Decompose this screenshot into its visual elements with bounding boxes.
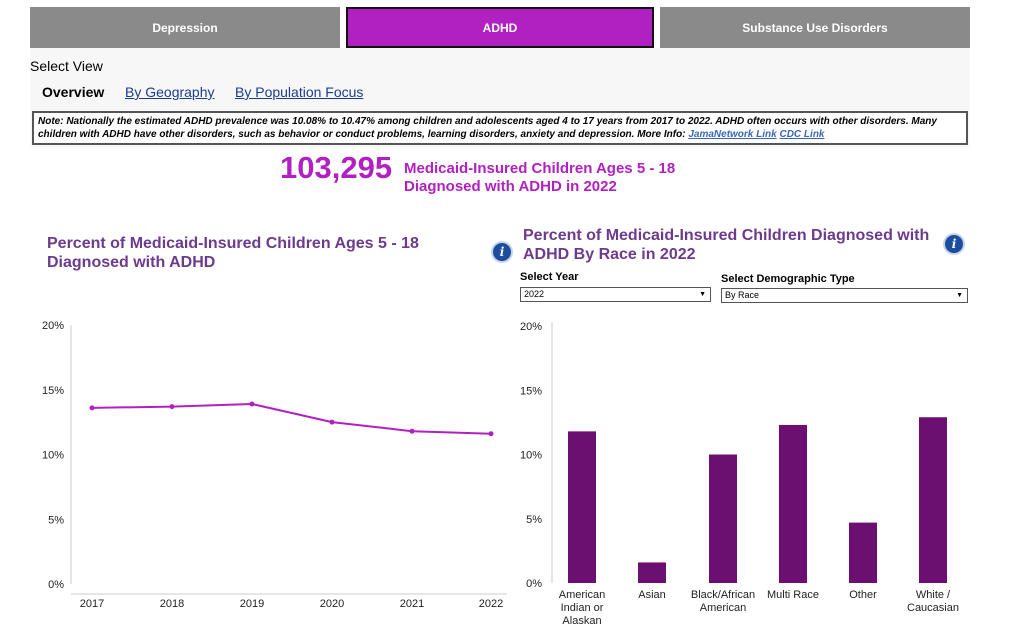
x-tick-label: Other — [849, 589, 877, 601]
chevron-down-icon: ▼ — [956, 292, 963, 299]
x-tick-label-line: Caucasian — [907, 602, 959, 614]
y-tick-label: 0% — [48, 579, 64, 591]
tab-depression[interactable]: Depression — [30, 7, 340, 48]
x-tick-label-line: White / — [916, 589, 951, 601]
tab-adhd[interactable]: ADHD — [346, 7, 654, 48]
bar-chart-info-icon[interactable]: i — [945, 235, 963, 253]
y-tick-label: 0% — [526, 578, 542, 590]
data-point — [169, 404, 175, 410]
bar-chart: 0%5%10%15%20%American Indian or AlaskanAsi… — [520, 321, 959, 627]
x-tick-label: 2018 — [160, 598, 184, 610]
view-tab-by-geography[interactable]: By Geography — [125, 84, 215, 100]
select-demographic-value: By Race — [725, 290, 760, 300]
disorder-tabs: Depression ADHD Substance Use Disorders — [30, 7, 970, 48]
select-year-value: 2022 — [524, 289, 545, 299]
diagnosed-count: 103,295 — [280, 150, 393, 185]
line-chart: 0% 5% 10% 15% 20% 2017 2018 2019 2020 2021 2022 — [42, 320, 507, 610]
chevron-down-icon: ▼ — [699, 291, 706, 298]
data-point — [409, 428, 415, 434]
x-tick-label-line: American — [700, 602, 746, 614]
view-tab-by-population-focus[interactable]: By Population Focus — [235, 84, 364, 100]
data-point — [89, 405, 95, 411]
y-tick-label: 5% — [48, 514, 64, 526]
prevalence-note: Note: Nationally the estimated ADHD prev… — [32, 111, 968, 145]
bar — [849, 522, 877, 583]
y-tick-label: 10% — [42, 450, 64, 462]
x-tick-label-line: Multi Race — [767, 589, 819, 601]
x-tick-label: 2017 — [80, 598, 104, 610]
bar — [568, 431, 596, 583]
x-tick-label-line: Asian — [638, 589, 666, 601]
x-tick-label: 2021 — [400, 598, 424, 610]
data-point — [329, 419, 335, 425]
y-tick-label: 15% — [520, 385, 542, 397]
view-tab-overview[interactable]: Overview — [42, 84, 105, 100]
series-line — [91, 402, 492, 435]
tab-substance-use-disorders[interactable]: Substance Use Disorders — [660, 7, 970, 48]
select-demographic-dropdown[interactable]: By Race ▼ — [721, 288, 968, 303]
bar — [779, 424, 807, 583]
bar — [709, 454, 737, 583]
select-demographic-label: Select Demographic Type — [721, 273, 855, 285]
data-point — [249, 401, 255, 407]
x-tick-label: Black/African American — [691, 589, 755, 614]
line-chart-info-icon[interactable]: i — [493, 243, 511, 261]
bar — [919, 417, 947, 583]
x-tick-label-line: Black/African — [691, 589, 755, 601]
bar — [638, 562, 666, 583]
y-tick-label: 15% — [42, 385, 64, 397]
select-view-label: Select View — [30, 58, 103, 74]
y-tick-label: 10% — [520, 450, 542, 462]
data-point — [488, 431, 494, 437]
line-chart-title: Percent of Medicaid-Insured Children Age… — [47, 235, 419, 271]
x-tick-label-line: American — [559, 589, 605, 601]
more-info-label: More Info: — [637, 129, 686, 140]
x-tick-label: American Indian or Alaskan — [559, 589, 605, 627]
x-tick-label: 2019 — [240, 598, 264, 610]
select-year-dropdown[interactable]: 2022 ▼ — [520, 287, 711, 302]
note-text: Note: Nationally the estimated ADHD prev… — [38, 116, 937, 140]
jamanetwork-link[interactable]: JamaNetwork Link — [688, 129, 777, 140]
x-tick-label: Asian — [638, 589, 666, 601]
x-tick-label: Multi Race — [767, 589, 819, 601]
x-tick-label-line: Alaskan — [562, 615, 601, 627]
diagnosed-count-label: Medicaid-Insured Children Ages 5 - 18 Di… — [404, 160, 676, 195]
x-tick-label: White / Caucasian — [907, 589, 959, 614]
y-tick-label: 20% — [42, 320, 64, 332]
x-tick-label-line: Indian or — [561, 602, 604, 614]
bar-chart-title: Percent of Medicaid-Insured Children Dia… — [523, 227, 930, 263]
y-tick-label: 20% — [520, 321, 542, 333]
x-tick-label-line: Other — [849, 589, 877, 601]
x-tick-label: 2020 — [320, 598, 344, 610]
cdc-link[interactable]: CDC Link — [779, 129, 825, 140]
select-year-label: Select Year — [520, 271, 579, 283]
y-tick-label: 5% — [526, 514, 542, 526]
x-tick-label: 2022 — [479, 598, 503, 610]
